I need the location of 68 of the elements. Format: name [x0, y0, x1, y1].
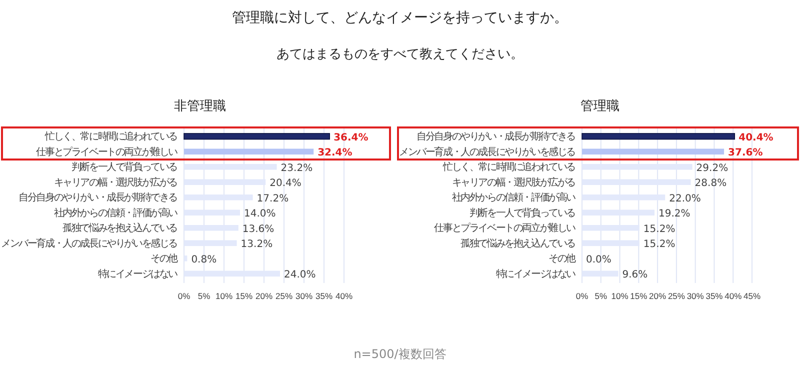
- y-tick-label: メンバー育成・人の成長にやりがいを感じる: [398, 146, 576, 158]
- y-tick-label: 判断を一人で背負っている: [469, 206, 576, 219]
- text: n=500/複数回答: [354, 347, 446, 361]
- data-label: 19.2%: [658, 208, 690, 220]
- x-tick-label: 25%: [275, 291, 293, 302]
- data-label: 37.6%: [728, 148, 763, 159]
- text: 管理職に対して、どんなイメージを持っていますか。: [232, 10, 568, 26]
- x-tick-label: 10%: [611, 291, 629, 302]
- x-tick-label: 10%: [215, 291, 233, 302]
- data-label: 32.4%: [318, 148, 352, 159]
- data-label: 0.8%: [191, 254, 217, 266]
- data-label: 24.0%: [284, 270, 316, 281]
- data-label: 36.4%: [334, 132, 368, 144]
- y-tick-label: 仕事とプライベートの両立が難しい: [434, 222, 576, 234]
- y-tick-label: 社内外からの信頼・評価が高い: [452, 192, 576, 204]
- x-tick-label: 20%: [255, 291, 273, 302]
- data-label: 0.0%: [586, 254, 612, 266]
- x-tick-label: 15%: [235, 291, 253, 302]
- data-label: 20.4%: [270, 178, 302, 190]
- x-tick-label: 5%: [594, 291, 608, 302]
- data-label: 40.4%: [738, 132, 774, 144]
- y-tick-label: 判断を一人で背負っている: [71, 161, 178, 174]
- x-tick-label: 30%: [686, 291, 704, 302]
- y-tick-label: その他: [150, 252, 178, 265]
- data-label: 23.2%: [280, 162, 313, 174]
- y-tick-label: 忙しく、常に時間に追われている: [442, 161, 576, 174]
- y-tick-label: キャリアの幅・選択肢が広がる: [452, 176, 576, 188]
- x-tick-label: 35%: [315, 291, 333, 302]
- x-tick-label: 45%: [743, 291, 761, 302]
- data-label: 9.6%: [622, 270, 648, 281]
- text: あてはまるものをすべて教えてください。: [276, 47, 524, 62]
- bar: [184, 148, 314, 155]
- x-tick-label: 0%: [178, 291, 191, 302]
- y-tick-label: 特にイメージはない: [496, 268, 576, 280]
- bar: [582, 133, 736, 140]
- y-tick-label: 忙しく、常に時間に追われている: [44, 130, 178, 143]
- x-tick-label: 35%: [706, 291, 724, 302]
- x-tick-label: 0%: [576, 291, 589, 302]
- y-tick-label: 特にイメージはない: [98, 268, 178, 280]
- chart-title: 非管理職: [174, 99, 226, 114]
- y-tick-label: メンバー育成・人の成長にやりがいを感じる: [0, 237, 178, 250]
- y-tick-label: 自分自身のやりがい・成長が期待できる: [416, 130, 576, 143]
- y-tick-label: 社内外からの信頼・評価が高い: [54, 206, 178, 219]
- data-label: 22.0%: [669, 193, 701, 204]
- data-label: 13.6%: [242, 224, 274, 235]
- x-tick-label: 20%: [649, 291, 666, 302]
- bar: [582, 148, 724, 155]
- y-tick-label: 孤独で悩みを抱え込んでいる: [62, 222, 178, 234]
- y-tick-label: 仕事とプライベートの両立が難しい: [36, 146, 178, 158]
- chart-title: 管理職: [580, 99, 620, 114]
- data-label: 15.2%: [643, 224, 676, 235]
- data-label: 14.0%: [244, 208, 276, 220]
- data-label: 17.2%: [256, 193, 289, 204]
- y-tick-label: その他: [548, 252, 576, 265]
- y-tick-label: キャリアの幅・選択肢が広がる: [54, 176, 178, 188]
- data-label: 13.2%: [240, 239, 273, 250]
- x-tick-label: 30%: [295, 291, 313, 302]
- x-tick-label: 40%: [724, 291, 742, 302]
- y-tick-label: 孤独で悩みを抱え込んでいる: [460, 237, 576, 250]
- x-tick-label: 40%: [335, 291, 353, 302]
- y-tick-label: 自分自身のやりがい・成長が期待できる: [18, 192, 178, 204]
- bar: [184, 133, 330, 140]
- x-tick-label: 5%: [198, 291, 211, 302]
- x-tick-label: 15%: [630, 291, 648, 302]
- data-label: 29.2%: [696, 162, 728, 174]
- data-label: 28.8%: [694, 178, 727, 190]
- x-tick-label: 25%: [668, 291, 686, 302]
- data-label: 15.2%: [643, 239, 676, 250]
